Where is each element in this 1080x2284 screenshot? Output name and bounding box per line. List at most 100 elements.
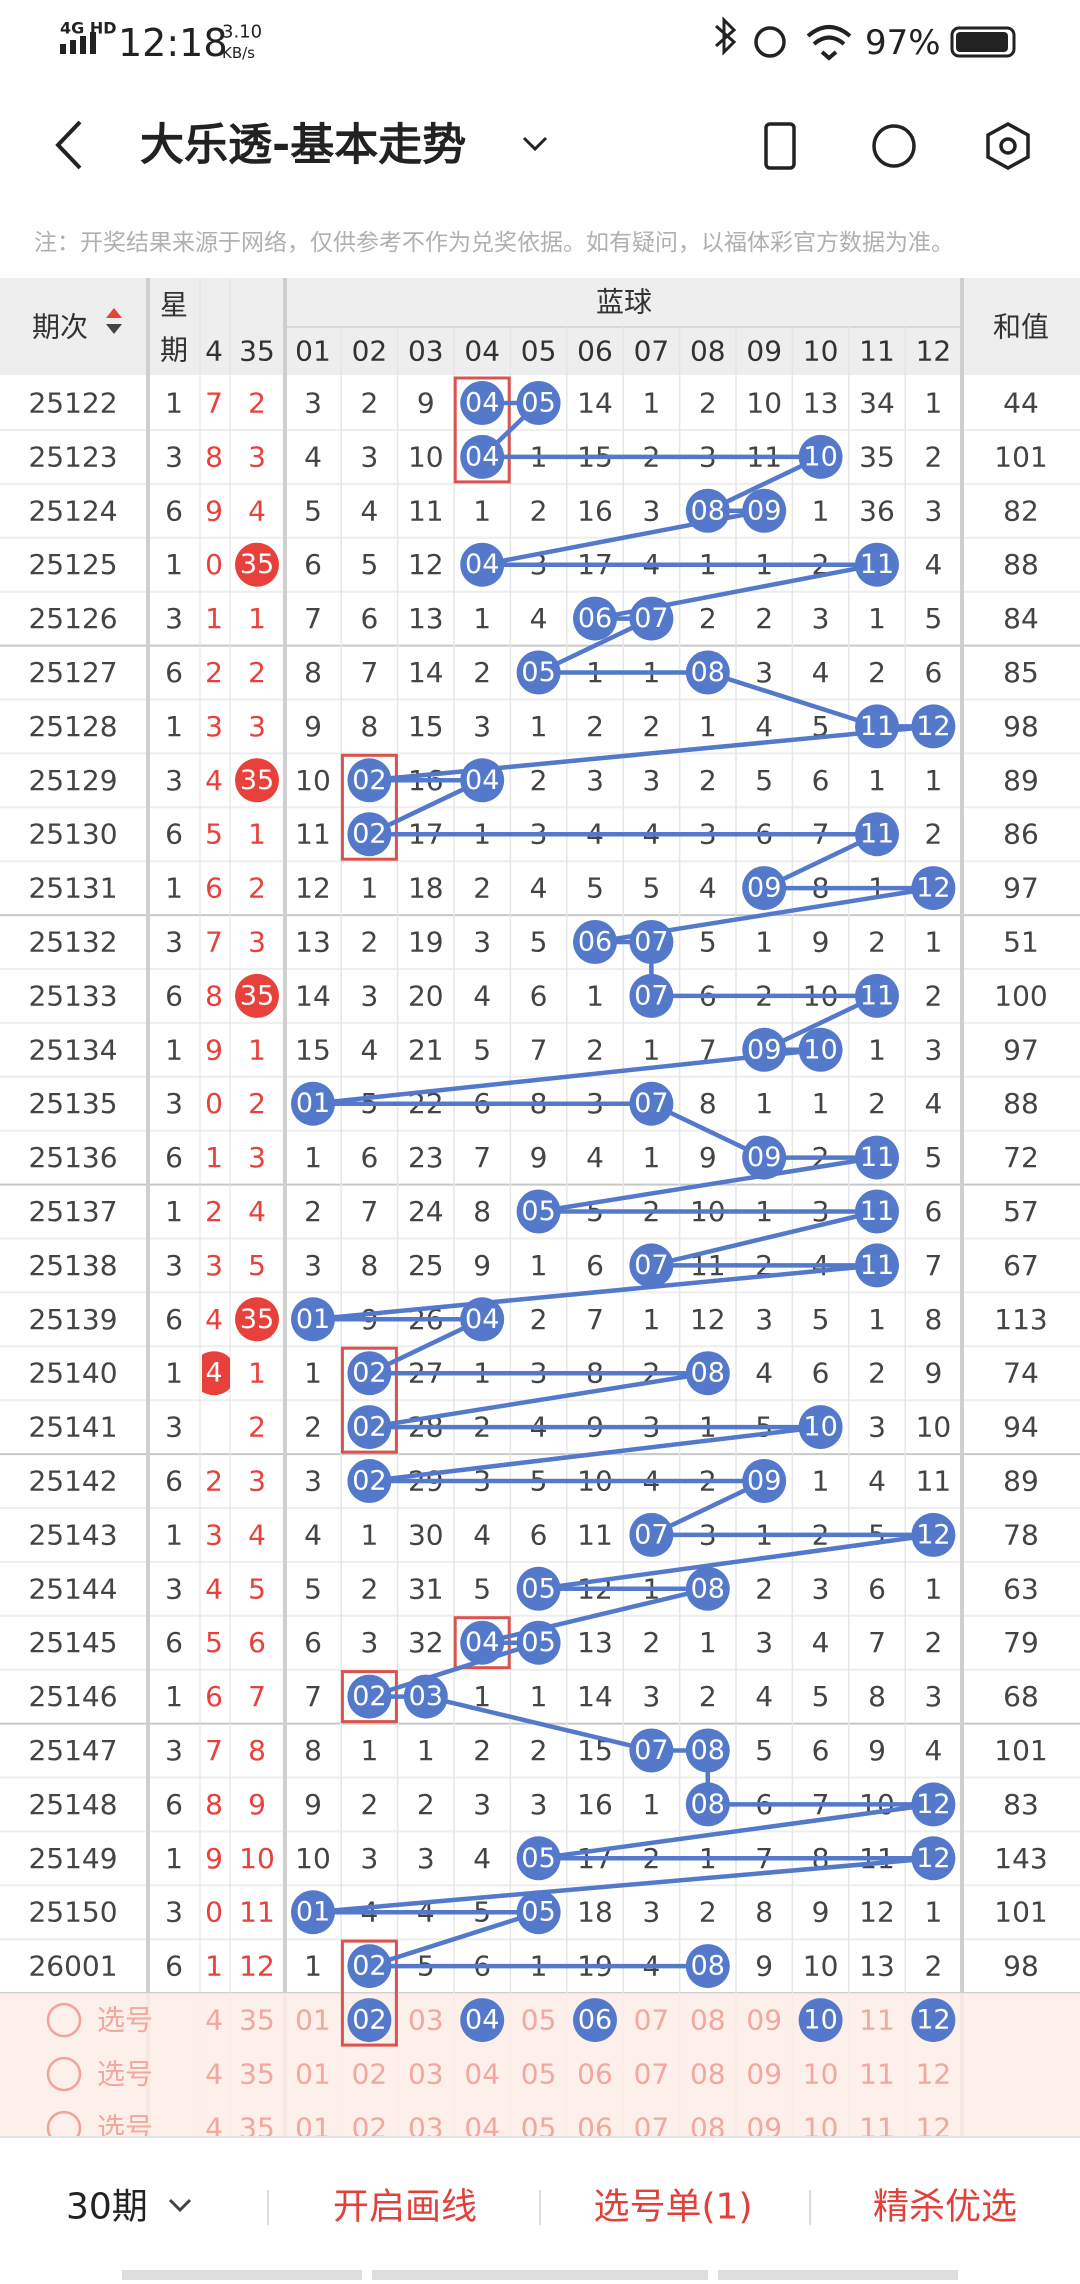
front-omission: 1 — [248, 1357, 266, 1390]
blue-omission: 1 — [924, 764, 942, 797]
blue-ball-number: 05 — [521, 1843, 555, 1874]
blue-omission: 3 — [642, 764, 660, 797]
front-omission: 2 — [248, 872, 266, 905]
blue-ball — [855, 1243, 899, 1288]
refine-button[interactable]: 精杀优选 — [873, 2187, 1017, 2228]
blue-omission: 6 — [812, 1357, 830, 1390]
blue-ball-number: 10 — [803, 1412, 837, 1443]
blue-omission: 18 — [408, 872, 444, 905]
blue-ball-number: 12 — [916, 1519, 950, 1550]
blue-ball — [573, 596, 617, 641]
issue: 25147 — [28, 1734, 117, 1767]
nav-hint — [372, 2270, 708, 2280]
picked-ball[interactable] — [347, 1998, 392, 2043]
blue-omission: 1 — [642, 1033, 660, 1066]
select-blue: 05 — [521, 2004, 557, 2037]
picked-ball[interactable] — [460, 1998, 505, 2043]
blue-omission: 3 — [868, 1411, 886, 1444]
nav-hint — [122, 2270, 362, 2280]
blue-omission: 3 — [473, 710, 491, 743]
select-blue: 02 — [352, 2058, 388, 2091]
share-icon[interactable] — [872, 124, 916, 168]
blue-omission: 5 — [586, 872, 604, 905]
blue-ball — [742, 488, 787, 533]
blue-omission: 6 — [868, 1572, 886, 1605]
pick-list-button[interactable]: 选号单(1) — [594, 2187, 753, 2228]
front-ball-number: 35 — [240, 765, 274, 796]
blue-omission: 4 — [473, 979, 491, 1012]
front-omission: 4 — [248, 1518, 266, 1551]
trend-line — [425, 1694, 652, 1753]
front-omission: 9 — [205, 1842, 223, 1875]
page-title[interactable]: 大乐透-基本走势 — [140, 120, 466, 171]
sum: 88 — [1003, 548, 1039, 581]
blue-ball-number: 02 — [352, 819, 386, 850]
battery: 97% — [865, 23, 941, 63]
blue-ball-number: 06 — [578, 603, 612, 634]
blue-ball — [460, 1297, 505, 1342]
blue-omission: 1 — [868, 1033, 886, 1066]
blue-omission: 6 — [812, 1734, 830, 1767]
blue-col-header: 08 — [690, 335, 726, 368]
settings-icon[interactable] — [986, 122, 1030, 170]
blue-ball — [742, 1135, 787, 1180]
front-omission: 4 — [205, 1572, 223, 1605]
blue-omission: 2 — [473, 656, 491, 689]
blue-omission: 10 — [746, 387, 782, 420]
blue-omission: 4 — [360, 494, 378, 527]
issue: 25141 — [28, 1411, 117, 1444]
blue-omission: 4 — [924, 1734, 942, 1767]
issue: 25148 — [28, 1788, 117, 1821]
sum: 83 — [1003, 1788, 1039, 1821]
title-dropdown[interactable] — [522, 136, 548, 152]
front-ball-number: 35 — [240, 980, 274, 1011]
sum: 85 — [1003, 656, 1039, 689]
front-omission: 1 — [205, 1950, 223, 1983]
blue-omission: 2 — [699, 1680, 717, 1713]
weekday: 6 — [165, 1950, 183, 1983]
trend-line — [650, 1209, 878, 1268]
blue-ball — [855, 973, 899, 1018]
blue-omission: 2 — [417, 1788, 435, 1821]
blue-omission: 3 — [360, 1842, 378, 1875]
picked-ball[interactable] — [573, 1998, 617, 2043]
blue-omission: 2 — [868, 926, 886, 959]
back-button[interactable] — [55, 120, 82, 170]
repeat-box — [340, 1346, 398, 1454]
picked-ball[interactable] — [798, 1998, 843, 2043]
picked-ball[interactable] — [911, 1998, 956, 2043]
blue-ball-number: 09 — [747, 1034, 781, 1065]
blue-omission: 15 — [408, 710, 444, 743]
issue: 25137 — [28, 1195, 117, 1228]
blue-ball — [516, 381, 561, 425]
weekday: 1 — [165, 710, 183, 743]
blue-omission: 4 — [699, 872, 717, 905]
blue-ball — [685, 1566, 730, 1611]
blue-omission: 1 — [360, 1734, 378, 1767]
blue-omission: 14 — [577, 387, 613, 420]
blue-ball — [516, 1890, 561, 1935]
blue-omission: 2 — [304, 1411, 322, 1444]
wifi-icon — [806, 25, 852, 61]
blue-omission: 13 — [803, 387, 839, 420]
sum: 78 — [1003, 1518, 1039, 1551]
blue-omission: 1 — [642, 387, 660, 420]
blue-omission: 2 — [924, 979, 942, 1012]
blue-ball — [291, 1081, 335, 1126]
weekday: 3 — [165, 1411, 183, 1444]
draw-line-button[interactable]: 开启画线 — [333, 2187, 477, 2228]
blue-ball — [629, 1243, 674, 1288]
period-select[interactable]: 30期 — [66, 2187, 148, 2228]
issue: 25129 — [28, 764, 117, 797]
trend-line — [312, 1263, 878, 1322]
blue-ball-number: 11 — [860, 1142, 894, 1173]
blue-ball-number: 04 — [465, 441, 499, 472]
blue-omission: 7 — [586, 1303, 604, 1336]
battery-level — [956, 32, 1008, 52]
blue-ball-number: 01 — [296, 1897, 330, 1928]
device-icon[interactable] — [764, 122, 796, 170]
blue-omission: 6 — [360, 1141, 378, 1174]
blue-omission: 9 — [304, 1788, 322, 1821]
blue-col-header: 03 — [408, 335, 444, 368]
